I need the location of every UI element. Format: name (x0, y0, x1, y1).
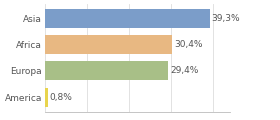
Text: 30,4%: 30,4% (174, 40, 203, 49)
Bar (45, 88, 48, 107)
Text: 29,4%: 29,4% (170, 66, 198, 75)
Text: 0,8%: 0,8% (50, 93, 73, 102)
Text: 39,3%: 39,3% (211, 14, 240, 23)
Bar (45, 35, 172, 54)
Bar (45, 9, 210, 28)
Bar (45, 61, 168, 80)
